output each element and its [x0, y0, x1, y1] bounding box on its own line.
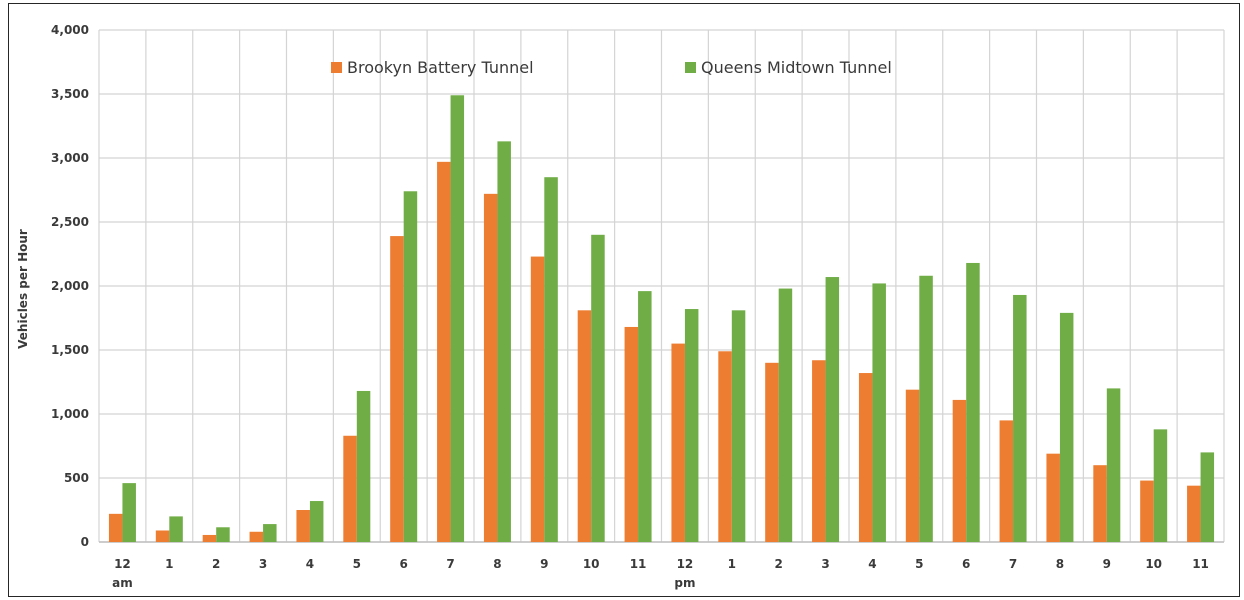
bar-series-2-23 — [1200, 452, 1215, 542]
x-tick-label: 3 — [821, 557, 829, 571]
bar-series-1-3 — [249, 531, 264, 542]
bar-series-2-22 — [1153, 429, 1168, 542]
gridlines — [98, 29, 1225, 543]
x-tick-label: 10 — [583, 557, 600, 571]
y-tick-label: 1,500 — [51, 343, 89, 357]
bar-series-2-6 — [403, 191, 418, 542]
y-tick-label: 4,000 — [51, 23, 89, 37]
bar-series-2-0 — [122, 483, 136, 542]
bar-series-1-9 — [530, 256, 545, 542]
legend: Brookyn Battery Tunnel Queens Midtown Tu… — [331, 58, 892, 77]
legend-swatch-series-1 — [331, 62, 342, 73]
x-tick-label: 4 — [868, 557, 876, 571]
y-tick-label: 500 — [64, 471, 89, 485]
x-tick-label: 11 — [1192, 557, 1209, 571]
x-tick-label: 12 — [677, 557, 694, 571]
bar-series-1-5 — [343, 435, 357, 542]
bar-series-1-18 — [952, 399, 967, 542]
bar-series-2-17 — [919, 275, 933, 542]
x-tick-label: 3 — [259, 557, 267, 571]
bar-series-2-20 — [1059, 312, 1074, 542]
bar-series-1-22 — [1140, 480, 1154, 542]
bar-series-2-2 — [216, 527, 230, 542]
x-tick-label: 6 — [962, 557, 970, 571]
x-tick-label: 1 — [728, 557, 736, 571]
bar-series-1-12 — [671, 343, 685, 542]
bar-series-1-10 — [577, 310, 592, 542]
bar-series-1-8 — [483, 193, 498, 542]
x-tick-label: 5 — [353, 557, 361, 571]
x-tick-label: 6 — [400, 557, 408, 571]
x-tick-label: 9 — [540, 557, 548, 571]
bar-series-1-20 — [1046, 453, 1060, 542]
bar-series-2-16 — [872, 283, 886, 542]
x-tick-label: 11 — [630, 557, 647, 571]
bar-series-1-0 — [108, 513, 123, 542]
x-tick-label: 8 — [493, 557, 501, 571]
y-axis-ticks: 0 500 1,000 1,500 2,000 2,500 3,000 3,500 4,000 — [51, 23, 89, 549]
legend-swatch-series-2 — [685, 62, 696, 73]
bar-chart: 05001,0001,5002,0002,5003,0003,5004,000 … — [16, 23, 1225, 590]
bar-series-2-11 — [638, 291, 652, 542]
bar-series-1-7 — [437, 161, 451, 542]
bar-series-2-1 — [169, 516, 183, 542]
bar-series-2-18 — [966, 262, 980, 542]
x-tick-label: 10 — [1145, 557, 1162, 571]
bar-series-1-17 — [905, 389, 920, 542]
bar-series-2-10 — [591, 234, 605, 543]
bar-series-1-14 — [765, 362, 779, 542]
bars — [108, 95, 1215, 543]
x-tick-label: 7 — [446, 557, 454, 571]
y-tick-label: 2,000 — [51, 279, 89, 293]
bar-series-2-4 — [309, 501, 324, 542]
bar-series-2-9 — [544, 177, 558, 542]
legend-label-series-2: Queens Midtown Tunnel — [701, 58, 892, 77]
x-tick-label: 12 — [114, 557, 131, 571]
x-tick-sublabel: am — [112, 576, 133, 590]
bar-series-2-7 — [450, 95, 465, 542]
bar-series-2-8 — [497, 141, 511, 543]
bar-series-1-23 — [1187, 485, 1201, 542]
bar-series-2-3 — [263, 524, 277, 542]
y-tick-label: 2,500 — [51, 215, 89, 229]
bar-series-1-16 — [858, 373, 873, 542]
x-tick-label: 5 — [915, 557, 923, 571]
bar-series-1-15 — [812, 360, 826, 542]
bar-series-1-2 — [202, 534, 217, 542]
x-tick-label: 7 — [1009, 557, 1017, 571]
x-tick-label: 4 — [306, 557, 314, 571]
bar-series-2-19 — [1013, 294, 1027, 542]
bar-series-2-13 — [731, 310, 746, 542]
y-tick-label: 1,000 — [51, 407, 89, 421]
y-tick-label: 3,000 — [51, 151, 89, 165]
bar-series-1-11 — [624, 326, 639, 542]
bar-series-1-1 — [155, 530, 170, 542]
bar-series-1-4 — [296, 510, 310, 542]
legend-label-series-1: Brookyn Battery Tunnel — [347, 58, 534, 77]
y-axis-label: Vehicles per Hour — [16, 229, 30, 349]
bar-series-2-15 — [825, 277, 840, 542]
bar-series-2-12 — [684, 309, 699, 542]
bar-series-1-13 — [718, 351, 732, 542]
x-tick-label: 2 — [212, 557, 220, 571]
bar-series-1-21 — [1093, 465, 1107, 542]
bar-series-2-21 — [1106, 388, 1121, 542]
chart-frame: 0 500 1,000 1,500 2,000 2,500 3,000 3,500 4,000 … — [8, 3, 1240, 597]
bar-series-2-14 — [778, 288, 793, 542]
bar-series-1-19 — [999, 420, 1014, 542]
y-tick-label: 3,500 — [51, 87, 89, 101]
y-tick-label: 0 — [81, 535, 89, 549]
x-tick-label: 8 — [1056, 557, 1064, 571]
bar-series-2-5 — [356, 390, 371, 542]
x-tick-label: 1 — [165, 557, 173, 571]
bar-series-1-6 — [390, 236, 404, 542]
x-tick-label: 9 — [1103, 557, 1111, 571]
x-tick-sublabel: pm — [674, 576, 695, 590]
x-tick-label: 2 — [775, 557, 783, 571]
